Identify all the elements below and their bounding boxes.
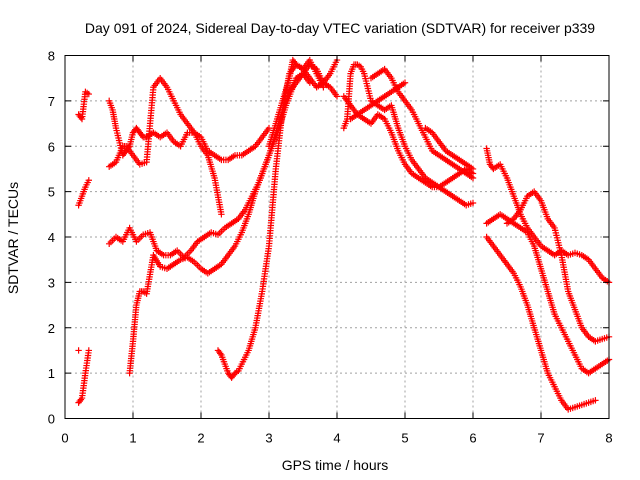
y-tick-label: 3 [48, 275, 55, 290]
data-point [77, 396, 85, 403]
data-point [469, 199, 477, 207]
series-s12 [340, 93, 477, 191]
series-s2 [75, 177, 92, 209]
x-axis-title: GPS time / hours [282, 457, 389, 473]
data-point [469, 174, 477, 182]
chart-title: Day 091 of 2024, Sidereal Day-to-day VTE… [85, 20, 595, 36]
data-marks [75, 56, 613, 413]
series-s10 [286, 61, 341, 100]
data-point [401, 79, 409, 86]
series-s1 [75, 347, 92, 406]
series-s16 [483, 145, 613, 286]
series-s19 [503, 188, 613, 345]
data-point [592, 397, 599, 404]
x-tick-label: 8 [605, 431, 612, 446]
y-tick-label: 1 [48, 366, 55, 381]
x-tick-label: 7 [537, 431, 544, 446]
data-point [217, 350, 224, 357]
series-s1b [75, 347, 82, 354]
y-axis-title: SDTVAR / TECUs [5, 182, 21, 294]
series-s9 [265, 56, 341, 150]
y-tick-label: 4 [48, 230, 55, 245]
series-s17 [483, 211, 613, 377]
x-tick-label: 6 [469, 431, 476, 446]
y-tick-label: 5 [48, 185, 55, 200]
x-tick-label: 4 [333, 431, 340, 446]
y-tick-label: 6 [48, 139, 55, 154]
series-s15 [422, 124, 477, 173]
axis-ticks: 0 1 2 3 4 5 6 7 8 0 1 2 3 4 5 6 7 8 [48, 49, 613, 446]
data-point [265, 124, 273, 132]
data-point [85, 90, 92, 98]
series-s5 [106, 74, 225, 218]
y-tick-label: 8 [48, 49, 55, 64]
series-s8 [214, 56, 327, 381]
data-point [85, 347, 92, 354]
data-point [218, 211, 225, 218]
series-s14 [347, 79, 409, 123]
data-point [469, 165, 477, 173]
x-tick-label: 1 [129, 431, 136, 446]
x-tick-label: 2 [197, 431, 204, 446]
data-point [75, 347, 82, 354]
data-point [138, 132, 146, 139]
series-s18 [483, 233, 599, 413]
series-s11 [340, 61, 477, 209]
x-tick-label: 3 [265, 431, 272, 446]
data-point [333, 93, 341, 100]
series-s3 [75, 88, 92, 123]
y-tick-label: 2 [48, 321, 55, 336]
data-point [77, 114, 85, 121]
x-tick-label: 0 [61, 431, 68, 446]
series-s4 [106, 97, 273, 164]
y-tick-label: 0 [48, 412, 55, 427]
data-point [85, 177, 92, 184]
y-tick-label: 7 [48, 94, 55, 109]
x-tick-label: 5 [401, 431, 408, 446]
